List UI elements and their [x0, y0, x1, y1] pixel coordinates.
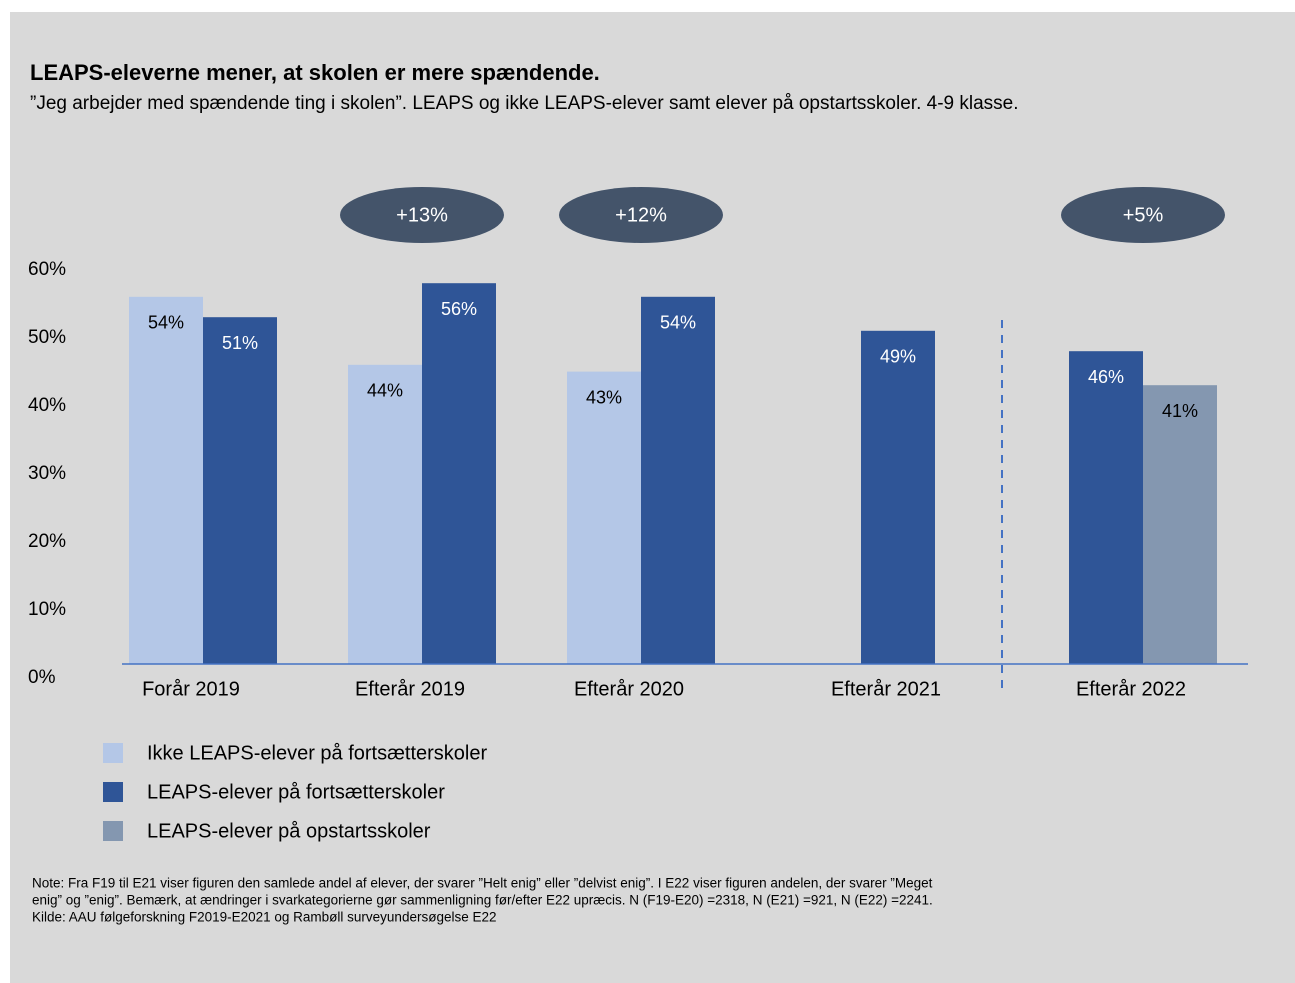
data-label: 43% [586, 387, 622, 407]
annotation-bubble [340, 187, 504, 243]
note: Kilde: AAU følgeforskning F2019-E2021 og… [32, 910, 497, 925]
annotation: +12% [615, 204, 667, 226]
y-tick-label: 40% [28, 395, 66, 416]
y-tick-label: 10% [28, 599, 66, 620]
chart-subtitle: ”Jeg arbejder med spændende ting i skole… [30, 93, 1019, 114]
bar [567, 371, 641, 664]
x-tick-label: Efterår 2019 [355, 678, 465, 700]
x-tick-label: Efterår 2020 [574, 678, 684, 700]
note: Note: Fra F19 til E21 viser figuren den … [32, 876, 933, 891]
legend-label: LEAPS-elever på opstartsskoler [147, 820, 431, 842]
data-label: 51% [222, 333, 258, 353]
legend-label: Ikke LEAPS-elever på fortsætterskoler [147, 742, 487, 764]
bar [422, 283, 496, 664]
annotation-bubble [1061, 187, 1225, 243]
data-label: 44% [367, 381, 403, 401]
data-label: 46% [1088, 367, 1124, 387]
y-tick-label: 0% [28, 667, 56, 688]
legend-swatch [103, 782, 123, 802]
note: enig” og ”enig”. Bemærk, at ændringer i … [32, 893, 933, 908]
legend-swatch [103, 821, 123, 841]
bar [203, 317, 277, 664]
annotation: +13% [396, 204, 448, 226]
data-label: 41% [1162, 401, 1198, 421]
legend-label: LEAPS-elever på fortsætterskoler [147, 781, 445, 803]
chart-title: LEAPS-eleverne mener, at skolen er mere … [30, 60, 600, 85]
data-label: 54% [148, 313, 184, 333]
bar [1143, 385, 1217, 664]
bar [641, 296, 715, 664]
bar [1069, 351, 1143, 664]
x-tick-label: Efterår 2021 [831, 678, 941, 700]
annotation-bubble [559, 187, 723, 243]
y-tick-label: 60% [28, 259, 66, 280]
y-tick-label: 50% [28, 327, 66, 348]
bar [129, 296, 203, 664]
bar [861, 330, 935, 664]
annotation: +5% [1123, 204, 1164, 226]
data-label: 56% [441, 299, 477, 319]
x-tick-label: Efterår 2022 [1076, 678, 1186, 700]
x-tick-label: Forår 2019 [142, 678, 240, 700]
data-label: 54% [660, 313, 696, 333]
legend-swatch [103, 743, 123, 763]
y-tick-label: 20% [28, 531, 66, 552]
data-label: 49% [880, 347, 916, 367]
y-tick-label: 30% [28, 463, 66, 484]
bar [348, 364, 422, 664]
